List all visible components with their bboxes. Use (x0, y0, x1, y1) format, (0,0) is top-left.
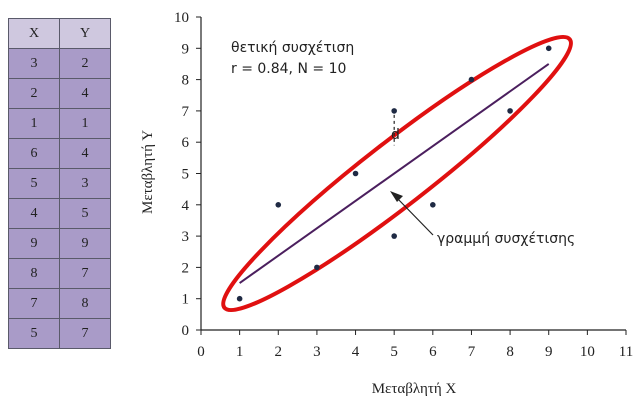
y-tick-label: 4 (182, 198, 190, 214)
y-tick-label: 3 (182, 229, 190, 245)
data-point (352, 170, 359, 177)
cell-x: 9 (8, 228, 60, 259)
data-point (391, 108, 397, 114)
x-tick-label: 0 (197, 344, 205, 360)
x-tick-label: 7 (468, 344, 476, 360)
header-x: X (8, 18, 60, 49)
line-label-arrowhead (390, 191, 403, 202)
data-point (545, 45, 552, 52)
cell-x: 7 (8, 288, 60, 319)
header-y: Y (59, 18, 111, 49)
annotation-title: θετική συσχέτιση (231, 40, 354, 56)
axes (196, 16, 627, 335)
cell-y: 9 (59, 228, 111, 259)
x-tick-label: 6 (429, 344, 437, 360)
y-tick-label: 1 (182, 292, 190, 308)
data-point (468, 76, 475, 83)
x-tick-label: 8 (506, 344, 514, 360)
cell-x: 5 (8, 318, 60, 349)
data-point (391, 233, 397, 239)
data-point (507, 108, 513, 114)
y-tick-label: 7 (182, 104, 190, 120)
y-tick-label: 2 (182, 260, 190, 276)
cell-x: 5 (8, 168, 60, 199)
x-axis-label: Μεταβλητή Χ (372, 381, 457, 397)
table-header-row: X Y (8, 18, 111, 49)
data-point (430, 202, 436, 208)
cell-x: 8 (8, 258, 60, 289)
cell-x: 3 (8, 48, 60, 79)
correlation-ellipse (221, 35, 573, 312)
cell-x: 2 (8, 78, 60, 109)
regression-line (239, 63, 550, 284)
y-tick-label: 8 (182, 73, 190, 89)
annotation-stats: r = 0.84, N = 10 (231, 61, 346, 77)
data-point (236, 295, 243, 302)
x-tick-label: 1 (236, 344, 244, 360)
distance-label: d (391, 127, 400, 143)
x-tick-label: 10 (580, 344, 595, 360)
y-tick-label: 5 (182, 167, 190, 183)
y-axis-label: Μεταβλητή Υ (140, 130, 156, 214)
cell-y: 7 (59, 318, 111, 349)
cell-y: 4 (59, 78, 111, 109)
cell-y: 2 (59, 48, 111, 79)
cell-y: 4 (59, 138, 111, 169)
x-tick-label: 5 (390, 344, 398, 360)
data-point (314, 264, 320, 271)
data-point (275, 202, 282, 208)
cell-x: 4 (8, 198, 60, 229)
cell-y: 1 (59, 108, 111, 139)
x-tick-label: 2 (275, 344, 283, 360)
cell-y: 7 (59, 258, 111, 289)
cell-y: 8 (59, 288, 111, 319)
y-tick-label: 6 (182, 135, 190, 151)
cell-x: 1 (8, 108, 60, 139)
y-tick-label: 10 (174, 10, 189, 26)
x-tick-label: 4 (352, 344, 360, 360)
y-tick-label: 9 (182, 41, 190, 57)
line-label: γραμμή συσχέτισης (437, 231, 575, 247)
tick-labels: 0 1 2 3 4 5 6 7 8 9 10 11 0 1 2 3 4 5 6 7 8 9 10 (174, 10, 633, 360)
x-tick-label: 3 (313, 344, 321, 360)
cell-x: 6 (8, 138, 60, 169)
x-tick-label: 11 (619, 344, 633, 360)
chart-marks (221, 35, 573, 312)
cell-y: 3 (59, 168, 111, 199)
y-tick-label: 0 (182, 323, 190, 339)
cell-y: 5 (59, 198, 111, 229)
line-label-arrow (395, 196, 434, 236)
x-tick-label: 9 (545, 344, 553, 360)
